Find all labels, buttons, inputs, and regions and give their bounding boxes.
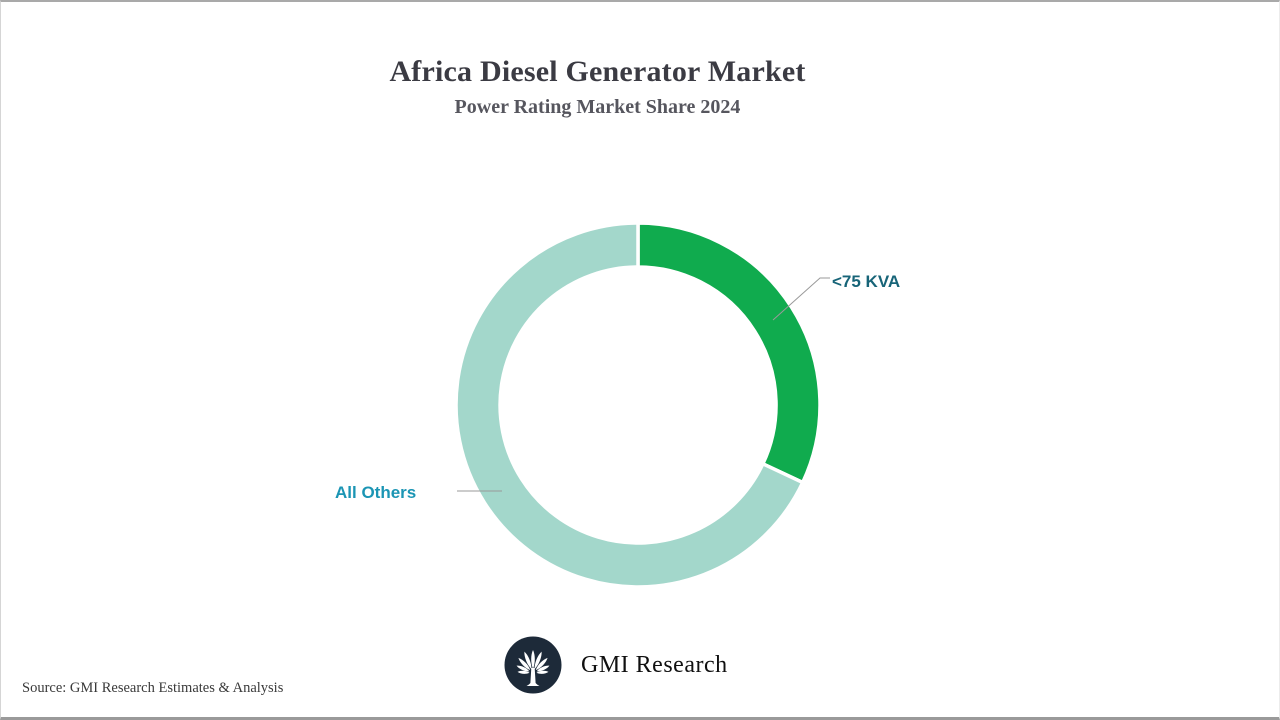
- donut-slice-1: [454, 221, 806, 589]
- donut-slices: [454, 221, 822, 589]
- donut-slice-0: [636, 221, 822, 485]
- title-block: Africa Diesel Generator Market Power Rat…: [0, 0, 1195, 118]
- callout-line-75kva: [772, 277, 830, 321]
- palm-tree-icon: [504, 636, 562, 694]
- chart-subtitle: Power Rating Market Share 2024: [454, 96, 741, 118]
- brand-name: GMI Research: [581, 651, 728, 678]
- chart-title: Africa Diesel Generator Market: [389, 55, 806, 88]
- source-note: Source: GMI Research Estimates & Analysi…: [22, 680, 284, 696]
- brand-footer: GMI Research: [503, 635, 728, 695]
- segment-label-all-others: All Others: [335, 483, 417, 502]
- segment-label-75kva: <75 KVA: [832, 272, 901, 291]
